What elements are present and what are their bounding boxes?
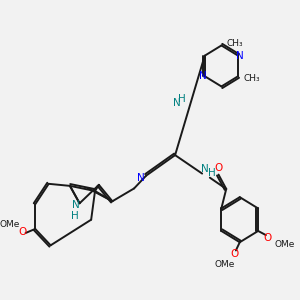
Text: OMe: OMe — [275, 240, 295, 249]
Text: O: O — [214, 164, 223, 173]
Text: OMe: OMe — [214, 260, 235, 269]
Text: N: N — [236, 51, 244, 61]
Text: O: O — [19, 227, 27, 237]
Text: CH₃: CH₃ — [243, 74, 260, 83]
Text: N: N — [72, 200, 80, 210]
Text: O: O — [264, 233, 272, 243]
Text: N: N — [137, 173, 145, 183]
Text: O: O — [231, 248, 239, 259]
Text: OMe: OMe — [0, 220, 20, 229]
Text: N: N — [201, 164, 209, 175]
Text: H: H — [208, 167, 216, 178]
Text: H: H — [71, 211, 79, 220]
Text: H: H — [178, 94, 186, 104]
Text: N: N — [199, 71, 207, 81]
Text: N: N — [172, 98, 180, 108]
Text: CH₃: CH₃ — [226, 39, 243, 48]
